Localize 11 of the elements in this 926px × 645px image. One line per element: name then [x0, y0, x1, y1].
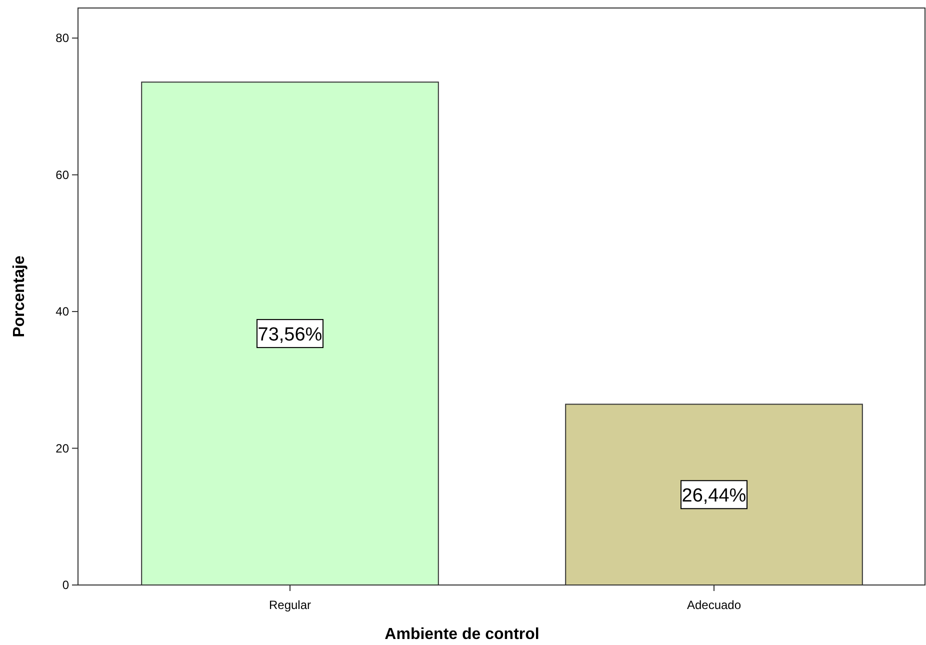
y-tick-label: 20: [56, 441, 70, 456]
x-tick-label: Regular: [268, 598, 312, 612]
y-tick-label: 0: [62, 578, 70, 592]
x-axis-title: Ambiente de control: [384, 626, 540, 643]
data-label: 73,56%: [258, 324, 322, 346]
y-tick-label: 40: [56, 304, 70, 319]
x-tick-label: Adecuado: [686, 598, 742, 612]
y-tick-label: 60: [56, 168, 70, 182]
y-tick-label: 80: [56, 31, 70, 46]
y-axis-title: Porcentaje: [11, 255, 28, 338]
data-label: 26,44%: [682, 486, 746, 507]
